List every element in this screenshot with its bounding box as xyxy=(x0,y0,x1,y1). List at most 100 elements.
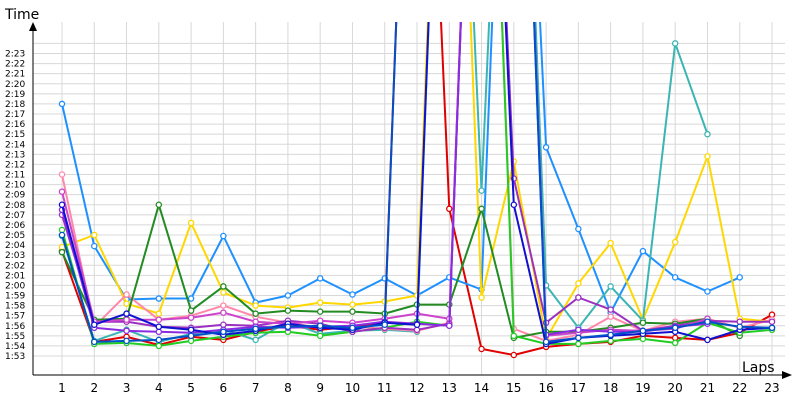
data-point xyxy=(607,331,614,339)
data-point xyxy=(187,326,195,334)
y-tick-label: 2:03 xyxy=(5,251,25,261)
data-point xyxy=(187,219,195,227)
y-tick-label: 1:54 xyxy=(5,342,25,352)
y-tick-label: 2:07 xyxy=(5,211,25,221)
data-point xyxy=(510,351,518,359)
series-layer xyxy=(58,22,776,359)
y-tick-label: 2:14 xyxy=(5,140,25,150)
data-point xyxy=(91,321,98,328)
x-axis-arrow xyxy=(782,371,792,379)
data-point xyxy=(478,345,485,353)
y-tick-label: 2:09 xyxy=(5,191,25,201)
x-axis-title: Laps xyxy=(742,360,775,376)
y-tick-label: 2:05 xyxy=(5,231,25,241)
data-point xyxy=(155,336,163,344)
y-tick-label: 2:21 xyxy=(5,70,25,80)
data-point xyxy=(316,308,324,315)
data-point xyxy=(123,291,130,298)
data-point xyxy=(58,201,66,208)
x-tick-label: 16 xyxy=(538,381,553,395)
data-point xyxy=(575,225,582,233)
y-tick-label: 2:10 xyxy=(5,181,25,191)
data-point xyxy=(704,318,711,325)
y-tick-label: 1:59 xyxy=(5,292,25,302)
data-point xyxy=(413,321,421,328)
series-12 xyxy=(58,22,776,346)
y-axis-title: Time xyxy=(4,7,39,23)
y-tick-labels: 1:531:541:551:561:571:581:592:002:012:02… xyxy=(5,50,25,363)
data-point xyxy=(671,324,679,332)
data-point xyxy=(316,275,324,282)
y-axis-arrow xyxy=(29,22,37,31)
data-point xyxy=(155,201,163,208)
x-tick-label: 4 xyxy=(155,381,163,395)
y-tick-label: 2:12 xyxy=(5,160,25,170)
data-point xyxy=(704,130,711,138)
data-point xyxy=(316,322,324,329)
data-point xyxy=(91,231,98,239)
x-tick-label: 8 xyxy=(284,381,292,395)
y-tick-label: 2:08 xyxy=(5,201,25,211)
data-point xyxy=(349,324,356,332)
data-point xyxy=(736,323,743,331)
data-point xyxy=(349,308,356,315)
y-tick-label: 1:56 xyxy=(5,322,25,332)
y-tick-label: 2:01 xyxy=(5,271,25,281)
x-tick-label: 3 xyxy=(123,381,131,395)
data-point xyxy=(510,332,518,340)
data-point xyxy=(704,336,711,344)
data-point xyxy=(58,171,66,178)
data-point xyxy=(123,327,130,335)
data-point xyxy=(349,291,356,298)
x-tick-label: 15 xyxy=(506,381,521,395)
data-point xyxy=(220,289,227,296)
data-point xyxy=(607,283,614,290)
data-point xyxy=(671,339,679,347)
x-tick-labels: 1 2 3 4 5 6 7 8 9 10 11 12 13 14 15 16 17 18 19 20 21 22 23 xyxy=(58,381,779,395)
data-point xyxy=(542,338,550,346)
y-tick-label: 2:18 xyxy=(5,100,25,110)
y-tick-label: 2:02 xyxy=(5,261,25,271)
data-point xyxy=(671,40,679,47)
data-point xyxy=(768,324,776,332)
data-point xyxy=(478,294,485,301)
x-tick-label: 20 xyxy=(668,381,683,395)
data-point xyxy=(58,100,66,108)
data-point xyxy=(155,295,163,302)
y-tick-label: 2:11 xyxy=(5,171,25,181)
data-point xyxy=(123,310,130,317)
x-tick-label: 14 xyxy=(474,381,489,395)
data-point xyxy=(671,274,679,281)
x-tick-label: 1 xyxy=(58,381,66,395)
x-tick-label: 9 xyxy=(316,381,324,395)
data-point xyxy=(220,309,227,316)
x-tick-label: 13 xyxy=(442,381,457,395)
data-point xyxy=(639,319,647,326)
data-point xyxy=(736,274,743,281)
data-point xyxy=(704,288,711,295)
data-point xyxy=(575,334,582,342)
data-point xyxy=(284,323,292,331)
x-tick-label: 18 xyxy=(603,381,618,395)
x-tick-label: 22 xyxy=(732,381,747,395)
data-point xyxy=(155,323,163,331)
x-tick-label: 17 xyxy=(571,381,586,395)
data-point xyxy=(510,201,518,208)
data-point xyxy=(575,280,582,287)
data-point xyxy=(220,232,227,240)
x-tick-label: 10 xyxy=(345,381,360,395)
x-tick-label: 12 xyxy=(409,381,424,395)
data-point xyxy=(252,325,259,333)
data-point xyxy=(478,187,485,194)
data-point xyxy=(155,310,163,317)
data-point xyxy=(252,310,259,317)
y-tick-label: 2:00 xyxy=(5,281,25,291)
data-point xyxy=(607,306,614,313)
data-point xyxy=(58,188,66,195)
data-point xyxy=(284,307,292,314)
data-point xyxy=(704,153,711,160)
data-point xyxy=(58,231,66,239)
x-tick-label: 7 xyxy=(252,381,260,395)
y-tick-label: 1:58 xyxy=(5,302,25,312)
